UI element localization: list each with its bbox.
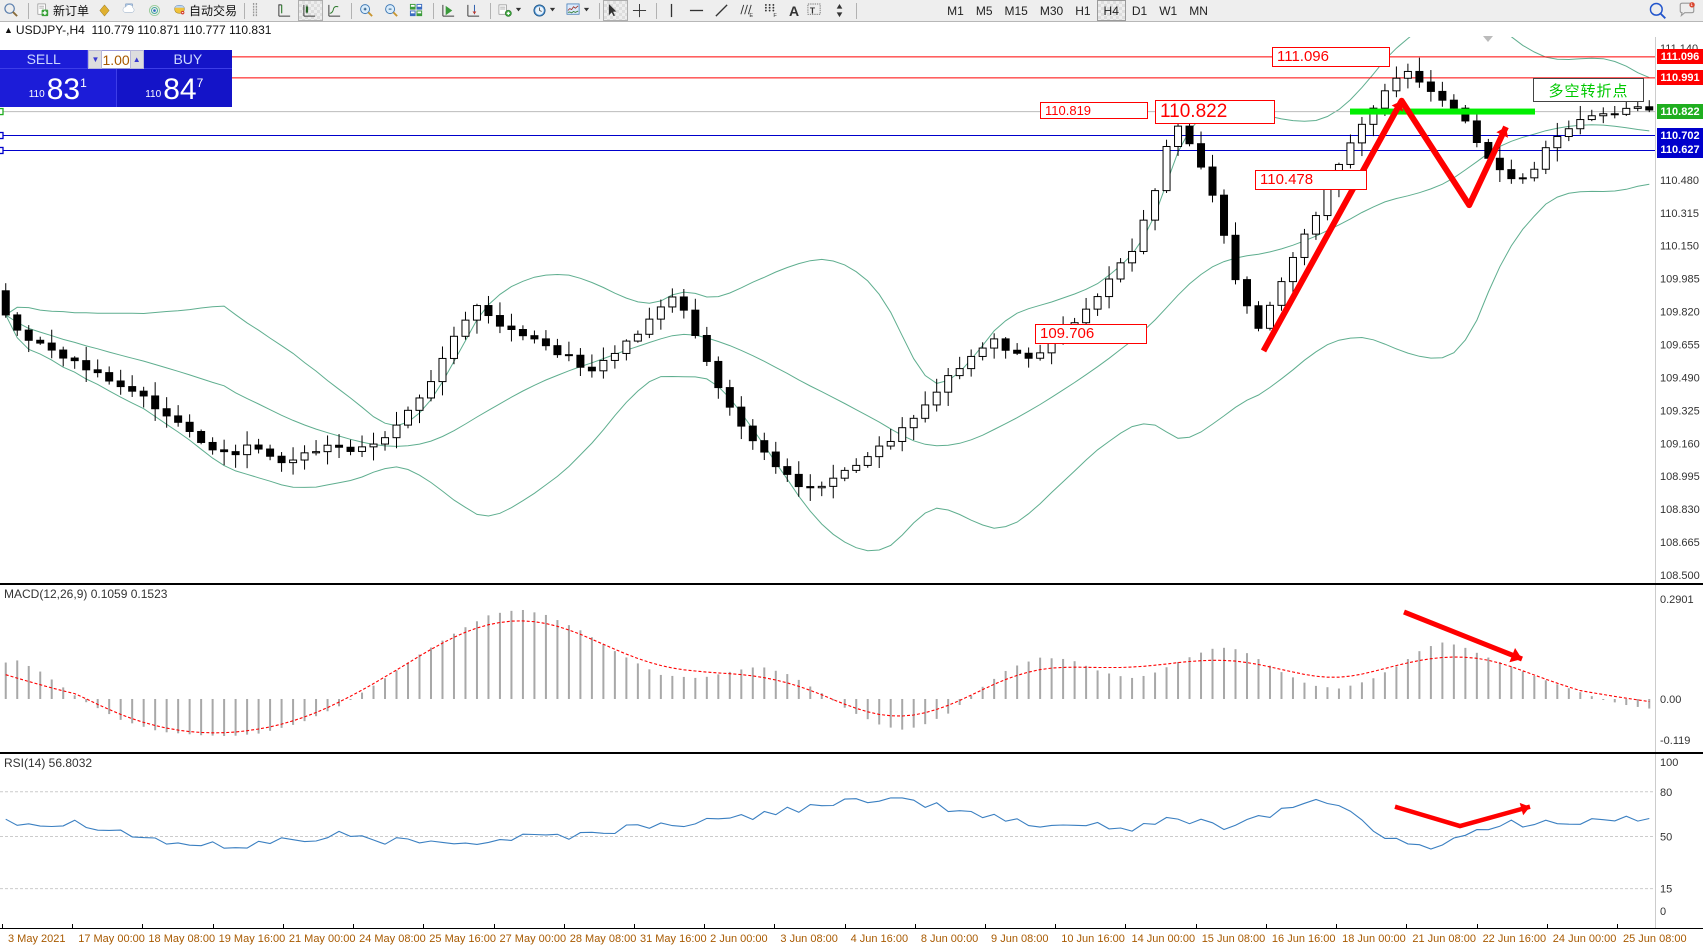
svg-text:T: T xyxy=(810,5,816,15)
svg-text:F: F xyxy=(773,13,777,18)
svg-text:E: E xyxy=(749,13,753,18)
